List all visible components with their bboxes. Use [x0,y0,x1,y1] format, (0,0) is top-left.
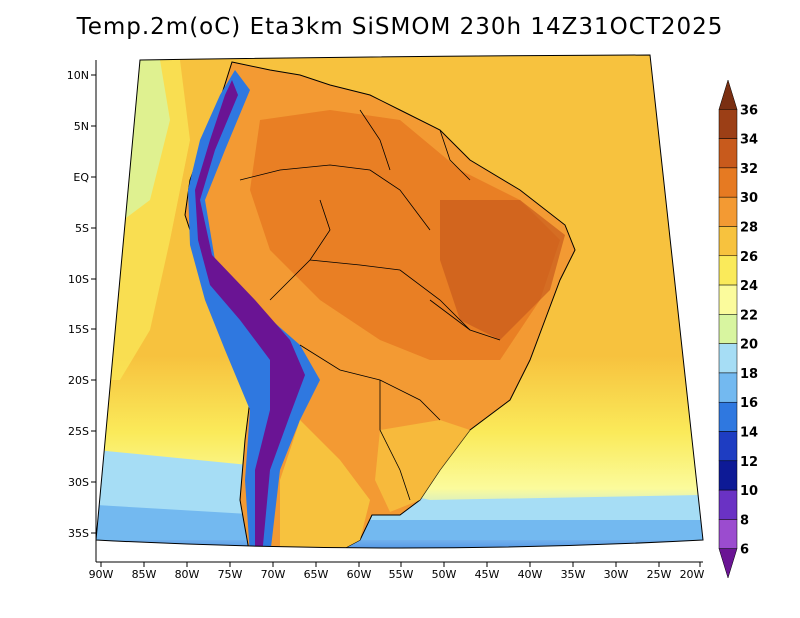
lat-axis: 10N 5N EQ 5S 10S 15S 20S 25S 30S 35S [67,69,96,540]
svg-text:45W: 45W [475,568,500,581]
svg-text:25S: 25S [68,425,89,438]
colorbar-swatch [718,519,738,549]
colorbar-swatch [718,460,738,491]
lon-tick: 45W [475,562,500,581]
colorbar-label: 24 [740,279,758,294]
lon-tick: 70W [261,562,286,581]
colorbar-label: 8 [740,513,749,528]
colorbar-label: 26 [740,250,758,265]
colorbar-swatch [718,109,738,139]
lat-tick: EQ [73,171,96,184]
colorbar-label: 14 [740,426,758,441]
colorbar-swatch [718,79,738,110]
svg-text:65W: 65W [304,568,329,581]
lon-tick: 90W [89,562,114,581]
map-frame [95,54,704,549]
svg-text:20S: 20S [68,374,89,387]
colorbar-swatch [718,167,738,198]
svg-text:30S: 30S [68,476,89,489]
lon-axis: 90W 85W 80W 75W 70W 65W 60W 55W 50W 45W … [89,562,705,581]
map-domain [96,55,703,548]
colorbar-swatch [718,314,738,344]
lon-tick: 25W [647,562,672,581]
colorbar-swatch [718,372,738,403]
lat-tick: 10S [68,273,96,286]
colorbar-label: 36 [740,103,758,118]
colorbar-label: 34 [740,133,758,148]
colorbar-label: 10 [740,484,758,499]
colorbar-swatch [718,431,738,462]
colorbar-label: 22 [740,308,758,323]
svg-text:35W: 35W [561,568,586,581]
colorbar-label: 28 [740,220,758,235]
svg-text:90W: 90W [89,568,114,581]
svg-text:60W: 60W [347,568,372,581]
svg-text:25W: 25W [647,568,672,581]
southern-brazil-zone [375,420,470,512]
colorbar-label: 32 [740,162,758,177]
patagonia-zone [280,420,370,548]
colorbar-swatch [718,138,738,169]
lon-tick: 60W [347,562,372,581]
svg-text:80W: 80W [175,568,200,581]
lat-tick: 35S [68,527,96,540]
colorbar-swatch [718,343,738,374]
lat-tick: 5S [75,222,96,235]
lat-tick: 15S [68,323,96,336]
lat-tick: 20S [68,374,96,387]
lon-tick: 75W [218,562,243,581]
svg-text:40W: 40W [518,568,543,581]
colorbar-label: 12 [740,455,758,470]
svg-text:20W: 20W [680,568,705,581]
svg-text:30W: 30W [604,568,629,581]
svg-text:5S: 5S [75,222,89,235]
svg-text:75W: 75W [218,568,243,581]
svg-text:10S: 10S [68,273,89,286]
lon-tick: 30W [604,562,629,581]
northeast-hot-zone [440,200,565,340]
lon-tick: 85W [132,562,157,581]
lat-tick: 30S [68,476,96,489]
lat-tick: 5N [74,120,96,133]
colorbar-label: 6 [740,543,749,558]
country-borders [239,109,501,501]
svg-text:EQ: EQ [73,171,89,184]
lat-tick: 10N [67,69,96,82]
colorbar-swatch [718,255,738,286]
colorbar-swatch [718,284,738,315]
colorbar-label: 16 [740,396,758,411]
colorbar-swatch [718,226,738,257]
colorbar-swatch [718,401,738,432]
andes-peak-zone [195,80,305,548]
lon-tick: 80W [175,562,200,581]
svg-text:10N: 10N [67,69,89,82]
colorbar: 36 34 32 30 28 26 24 22 20 18 16 14 12 10 8 6 [718,79,758,579]
colorbar-swatch [718,548,738,579]
svg-text:15S: 15S [68,323,89,336]
svg-text:5N: 5N [74,120,89,133]
svg-text:55W: 55W [389,568,414,581]
lon-tick: 55W [389,562,414,581]
lon-tick: 35W [561,562,586,581]
colorbar-swatch [718,489,738,520]
svg-text:35S: 35S [68,527,89,540]
colorbar-label: 20 [740,338,758,353]
lon-tick: 65W [304,562,329,581]
svg-text:70W: 70W [261,568,286,581]
svg-text:85W: 85W [132,568,157,581]
lon-tick: 40W [518,562,543,581]
lon-tick: 50W [432,562,457,581]
colorbar-label: 30 [740,191,758,206]
lon-tick: 20W [680,562,705,581]
colorbar-swatch [718,196,738,227]
svg-text:50W: 50W [432,568,457,581]
map-title: Temp.2m(oC) Eta3km SiSMOM 230h 14Z31OCT2… [76,14,724,40]
lat-tick: 25S [68,425,96,438]
colorbar-label: 18 [740,367,758,382]
